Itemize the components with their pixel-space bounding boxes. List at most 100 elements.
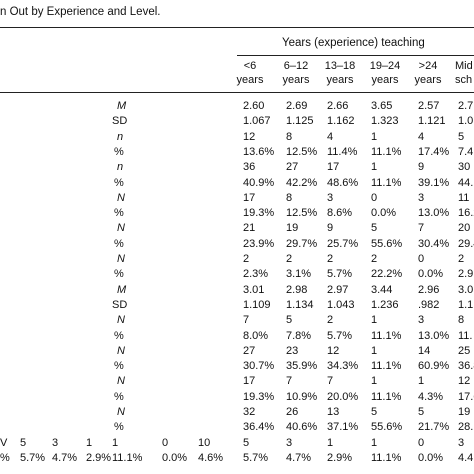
table-cell: 1.109 <box>243 298 271 311</box>
left-table-cell: 5.7% <box>20 451 46 464</box>
table-row: % 36.4% 40.6% 37.1% 55.6% 21.7% 28. <box>0 421 474 436</box>
table-cell: 2 <box>458 253 465 265</box>
table-cell: 5 <box>286 314 293 327</box>
table-cell: 29.4 <box>458 237 474 250</box>
table-cell: 27 <box>286 161 299 174</box>
table-cell: 0 <box>371 191 378 204</box>
table-cell: 55.6% <box>371 237 403 250</box>
table-row: N 32 26 13 5 5 19 <box>0 406 474 421</box>
table-cell: 11.4% <box>327 145 358 158</box>
table-row: % 40.9% 42.2% 48.6% 11.1% 39.1% 44. <box>0 177 474 192</box>
header-rule <box>0 92 474 93</box>
table-cell: 3.44 <box>371 283 393 296</box>
table-cell: 2.69 <box>286 100 308 112</box>
table-row: N 27 23 12 1 14 25 <box>0 345 474 360</box>
table-cell: 3 <box>418 191 425 204</box>
table-cell: 2.7 <box>458 100 474 112</box>
table-cell: 9 <box>418 161 425 174</box>
column-header: >24 years <box>411 59 445 87</box>
table-cell: 2.97 <box>327 283 349 296</box>
table-cell: 1 <box>371 130 378 143</box>
table-row: % 30.7% 35.9% 34.3% 11.1% 60.9% 36.8 <box>0 360 474 375</box>
table-cell: 8 <box>286 130 293 143</box>
table-cell: 2.9% <box>327 451 353 464</box>
table-cell: 7.4 <box>458 145 474 158</box>
table-row: N 7 5 2 1 3 8 <box>0 314 474 329</box>
table-cell: 1.236 <box>371 298 399 311</box>
row-statistic-label: % <box>114 176 124 189</box>
table-cell: 5.7% <box>327 268 353 281</box>
table-cell: 2.96 <box>418 283 440 296</box>
table-row: % 19.3% 10.9% 20.0% 11.1% 4.3% 17.6 <box>0 391 474 406</box>
table-cell: 23.9% <box>243 237 275 250</box>
row-statistic-label: % <box>114 390 124 403</box>
row-statistic-label: n <box>117 161 124 174</box>
table-cell: 7 <box>327 375 334 388</box>
table-cell: 11.1% <box>371 360 402 373</box>
table-cell: 0 <box>418 253 425 265</box>
table-cell: 2 <box>327 314 334 327</box>
column-header-line1: 19–24 <box>369 60 401 72</box>
table-cell: 3 <box>286 436 293 449</box>
left-table-cell: 10 <box>198 436 211 449</box>
table-cell: 3.01 <box>243 283 265 296</box>
column-header-line2: years <box>414 74 442 86</box>
left-table-cell: 1 <box>112 436 119 449</box>
table-cell: 21.7% <box>418 421 450 434</box>
table-cell: 40.6% <box>286 421 318 434</box>
table-cell: 5 <box>243 436 250 449</box>
table-row: % 5.7% 4.7% 2.9% 11.1% 0.0% 4.6% 5.7% 4.7% 2.9% 11… <box>0 452 474 467</box>
row-statistic-label: N <box>117 406 125 418</box>
table-cell: 2.9 <box>458 268 474 281</box>
row-statistic-label: M <box>117 100 127 112</box>
row-statistic-label: N <box>117 253 125 265</box>
table-row: M 3.01 2.98 2.97 3.44 2.96 3.0 <box>0 284 474 299</box>
table-cell: 0 <box>418 436 425 449</box>
table-cell: 36 <box>243 161 256 174</box>
table-cell: 0.0% <box>371 207 397 220</box>
table-cell: 1 <box>371 375 378 388</box>
table-cell: 20 <box>458 222 471 235</box>
table-cell: 7 <box>418 222 425 235</box>
table-cell: 17.4% <box>418 145 450 158</box>
table-cell: 13.6% <box>243 145 275 158</box>
table-cell: 30.4% <box>418 237 450 250</box>
row-statistic-label: % <box>114 360 124 373</box>
table-cell: 34.3% <box>327 360 359 373</box>
column-header-line1: 6–12 <box>283 60 309 72</box>
row-statistic-label: n <box>117 130 124 143</box>
table-cell: 26 <box>286 406 299 418</box>
table-cell: 2 <box>243 253 250 265</box>
left-table-cell: 11.1% <box>112 451 143 464</box>
table-cell: 12 <box>458 375 471 388</box>
column-header-line2: years <box>236 74 264 86</box>
left-table-cell: 1 <box>86 436 93 449</box>
table-cell: 2.60 <box>243 100 265 112</box>
table-cell: 7 <box>286 375 293 388</box>
table-cell: 8.6% <box>327 207 353 220</box>
row-statistic-label: SD <box>112 115 128 128</box>
table-row: N 17 7 7 1 1 12 <box>0 375 474 390</box>
left-table-cell: 4.6% <box>198 451 224 464</box>
table-cell: 36.8 <box>458 360 474 373</box>
table-cell: 1.0 <box>458 115 474 128</box>
row-statistic-label: N <box>117 222 125 235</box>
table-cell: 7 <box>243 314 250 327</box>
table-cell: 2.57 <box>418 100 440 112</box>
table-row: n 36 27 17 1 9 30 <box>0 161 474 176</box>
table-cell: 8.0% <box>243 329 269 342</box>
column-header-line2: years <box>371 74 399 86</box>
table-cell: 12 <box>327 344 340 357</box>
table-cell: 48.6% <box>327 176 359 189</box>
column-header: <6 years <box>234 59 266 87</box>
table-cell: 29.7% <box>286 237 318 250</box>
table-cell: 4.3% <box>418 390 444 403</box>
table-cell: 8 <box>286 191 293 204</box>
row-statistic-label: M <box>117 283 127 296</box>
table-cell: 35.9% <box>286 360 318 373</box>
table-row: V 5 3 1 1 0 10 5 3 1 1 0 3 <box>0 437 474 452</box>
table-cell: 1.125 <box>286 115 314 128</box>
table-cell: 3 <box>327 191 334 204</box>
table-row: M 2.60 2.69 2.66 3.65 2.57 2.7 <box>0 100 474 115</box>
table-cell: 25.7% <box>327 237 359 250</box>
